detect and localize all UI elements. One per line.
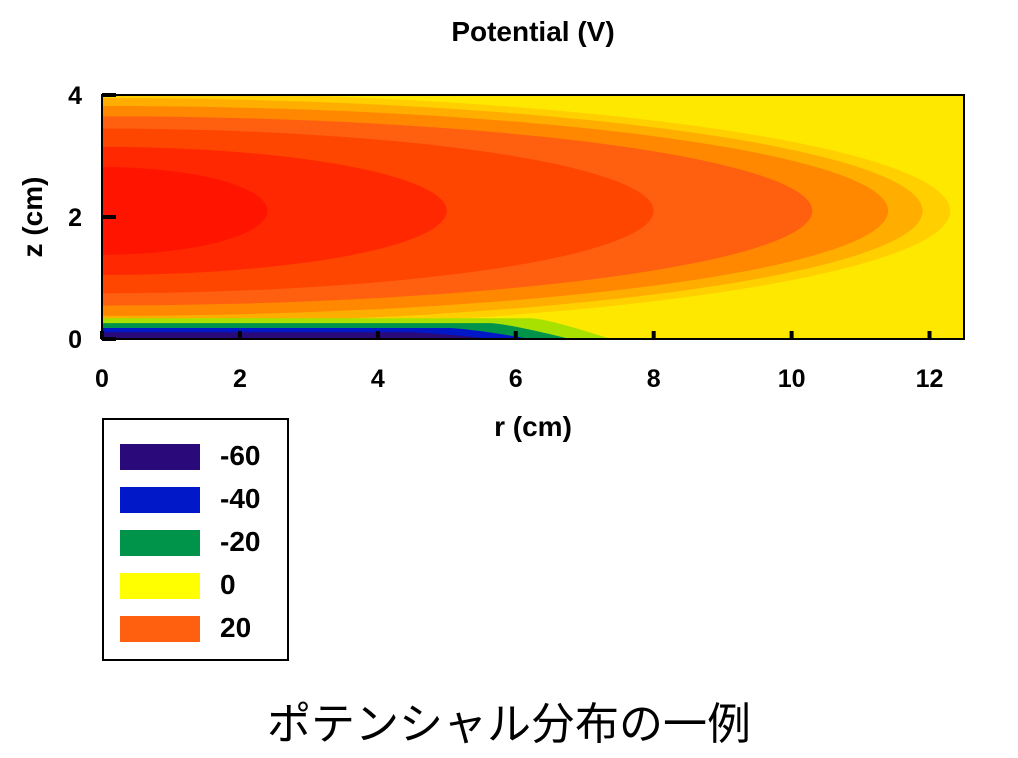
legend-label: -40 [220, 483, 261, 514]
x-tick-label: 2 [233, 365, 247, 393]
legend-label: 20 [220, 612, 252, 643]
x-tick-label: 8 [647, 365, 661, 393]
slide-caption: ポテンシャル分布の一例 [267, 699, 751, 750]
x-tick-label: 12 [916, 365, 944, 393]
x-tick-label: 6 [509, 365, 523, 393]
potential-contour-chart: Potential (V) 0 2 4 6 8 10 12 0 2 4 r (cm) z (cm… [17, 16, 965, 442]
legend-label: -20 [220, 526, 261, 557]
legend-label: -60 [220, 440, 261, 471]
legend-label: 0 [220, 569, 236, 600]
legend-swatch [120, 487, 200, 513]
contour-level-35 [102, 166, 268, 255]
legend: -60 -40 -20 0 20 [102, 418, 289, 661]
legend-swatch [120, 573, 200, 599]
y-axis-ticks: 0 2 4 [68, 82, 116, 354]
x-tick-label: 10 [778, 365, 806, 393]
chart-title: Potential (V) [451, 16, 614, 47]
y-tick-label: 2 [68, 204, 82, 232]
x-tick-label: 0 [95, 365, 109, 393]
y-tick-label: 4 [68, 82, 82, 110]
contour-regions [102, 95, 964, 339]
legend-swatch [120, 444, 200, 470]
contour-level-neg-60 [102, 332, 489, 339]
x-axis-ticks: 0 2 4 6 8 10 12 [95, 331, 943, 393]
x-axis-label: r (cm) [494, 411, 572, 442]
legend-swatch [120, 530, 200, 556]
y-axis-label: z (cm) [17, 177, 48, 258]
x-tick-label: 4 [371, 365, 385, 393]
y-tick-label: 0 [68, 326, 82, 354]
legend-swatch [120, 616, 200, 642]
